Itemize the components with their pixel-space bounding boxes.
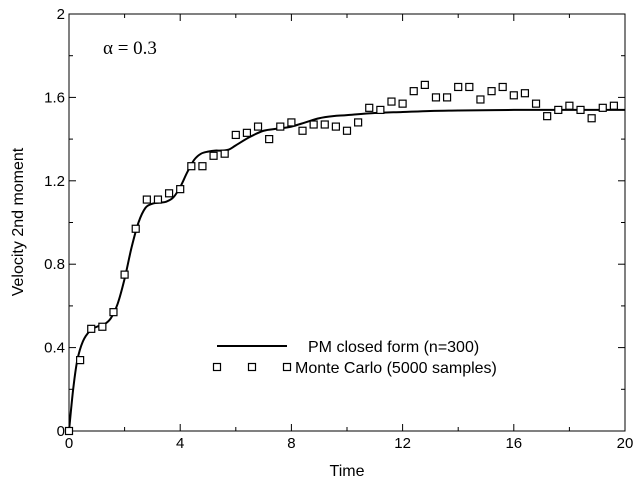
monte-carlo-point (220, 149, 229, 158)
monte-carlo-point (265, 135, 274, 144)
x-axis-title: Time (330, 463, 365, 480)
x-tick-label: 16 (505, 435, 522, 452)
monte-carlo-point (320, 120, 329, 129)
monte-carlo-point (354, 118, 363, 127)
axis-ticks (68, 13, 626, 432)
monte-carlo-point (398, 99, 407, 108)
monte-carlo-point (342, 126, 352, 135)
monte-carlo-point (442, 93, 452, 102)
legend-marker-2 (247, 362, 257, 372)
monte-carlo-point (298, 126, 307, 135)
y-tick-label: 0 (57, 423, 65, 440)
monte-carlo-point (176, 185, 185, 194)
monte-carlo-point (120, 270, 129, 279)
monte-carlo-point (142, 195, 151, 204)
monte-carlo-point (198, 162, 207, 171)
y-tick-label: 1.2 (44, 173, 65, 190)
monte-carlo-point (242, 128, 252, 137)
alpha-annotation: α = 0.3 (103, 38, 157, 59)
monte-carlo-point (76, 356, 85, 365)
monte-carlo-point (253, 122, 263, 131)
monte-carlo-point (409, 87, 418, 96)
monte-carlo-point (431, 93, 441, 102)
monte-carlo-point (554, 105, 563, 115)
monte-carlo-point (465, 82, 474, 92)
monte-carlo-point (109, 308, 118, 317)
y-tick-label: 1.6 (44, 89, 65, 106)
x-tick-label: 0 (65, 435, 73, 452)
monte-carlo-point (420, 80, 429, 89)
monte-carlo-point (454, 82, 463, 92)
monte-carlo-point (576, 105, 585, 115)
monte-carlo-point (531, 99, 541, 108)
monte-carlo-point (376, 105, 385, 115)
monte-carlo-point (153, 195, 163, 204)
x-tick-label: 12 (394, 435, 411, 452)
y-axis-title: Velocity 2nd moment (10, 147, 27, 296)
monte-carlo-point (98, 322, 107, 331)
monte-carlo-point (520, 89, 530, 98)
y-tick-label: 0.8 (44, 256, 65, 273)
monte-carlo-point (131, 224, 140, 233)
monte-carlo-point (231, 130, 240, 140)
y-tick-label: 0.4 (44, 340, 65, 357)
monte-carlo-point (476, 95, 485, 104)
monte-carlo-point (287, 118, 296, 127)
monte-carlo-point (64, 426, 74, 436)
x-tick-label: 20 (617, 435, 634, 452)
monte-carlo-point (565, 101, 574, 110)
monte-carlo-point (331, 122, 340, 131)
legend: PM closed form (n=300) Monte Carlo (5000… (212, 339, 497, 377)
monte-carlo-point (164, 189, 174, 198)
legend-label-monte-carlo: Monte Carlo (5000 samples) (295, 360, 497, 377)
x-tick-label: 4 (176, 435, 184, 452)
monte-carlo-point (498, 82, 507, 92)
monte-carlo-point (487, 87, 496, 96)
y-tick-label: 2 (57, 6, 65, 23)
monte-carlo-point (209, 151, 218, 160)
series-markers-monte-carlo (64, 80, 618, 436)
monte-carlo-point (387, 97, 396, 106)
legend-label-pm: PM closed form (n=300) (308, 339, 479, 356)
monte-carlo-point (365, 103, 374, 112)
monte-carlo-point (187, 162, 196, 171)
monte-carlo-point (87, 324, 96, 333)
monte-carlo-point (587, 114, 596, 123)
monte-carlo-point (309, 120, 318, 129)
y-tick-labels: 0 0.4 0.8 1.2 1.6 2 (44, 6, 65, 440)
x-tick-labels: 0 4 8 12 16 20 (65, 435, 634, 452)
x-tick-label: 8 (287, 435, 295, 452)
monte-carlo-point (543, 112, 552, 121)
series-line-pm-closed-form (68, 108, 625, 432)
legend-marker-1 (212, 362, 222, 372)
monte-carlo-point (598, 103, 607, 112)
monte-carlo-point (509, 91, 518, 100)
monte-carlo-point (609, 101, 618, 110)
legend-marker-3 (282, 362, 292, 372)
monte-carlo-point (276, 122, 285, 131)
